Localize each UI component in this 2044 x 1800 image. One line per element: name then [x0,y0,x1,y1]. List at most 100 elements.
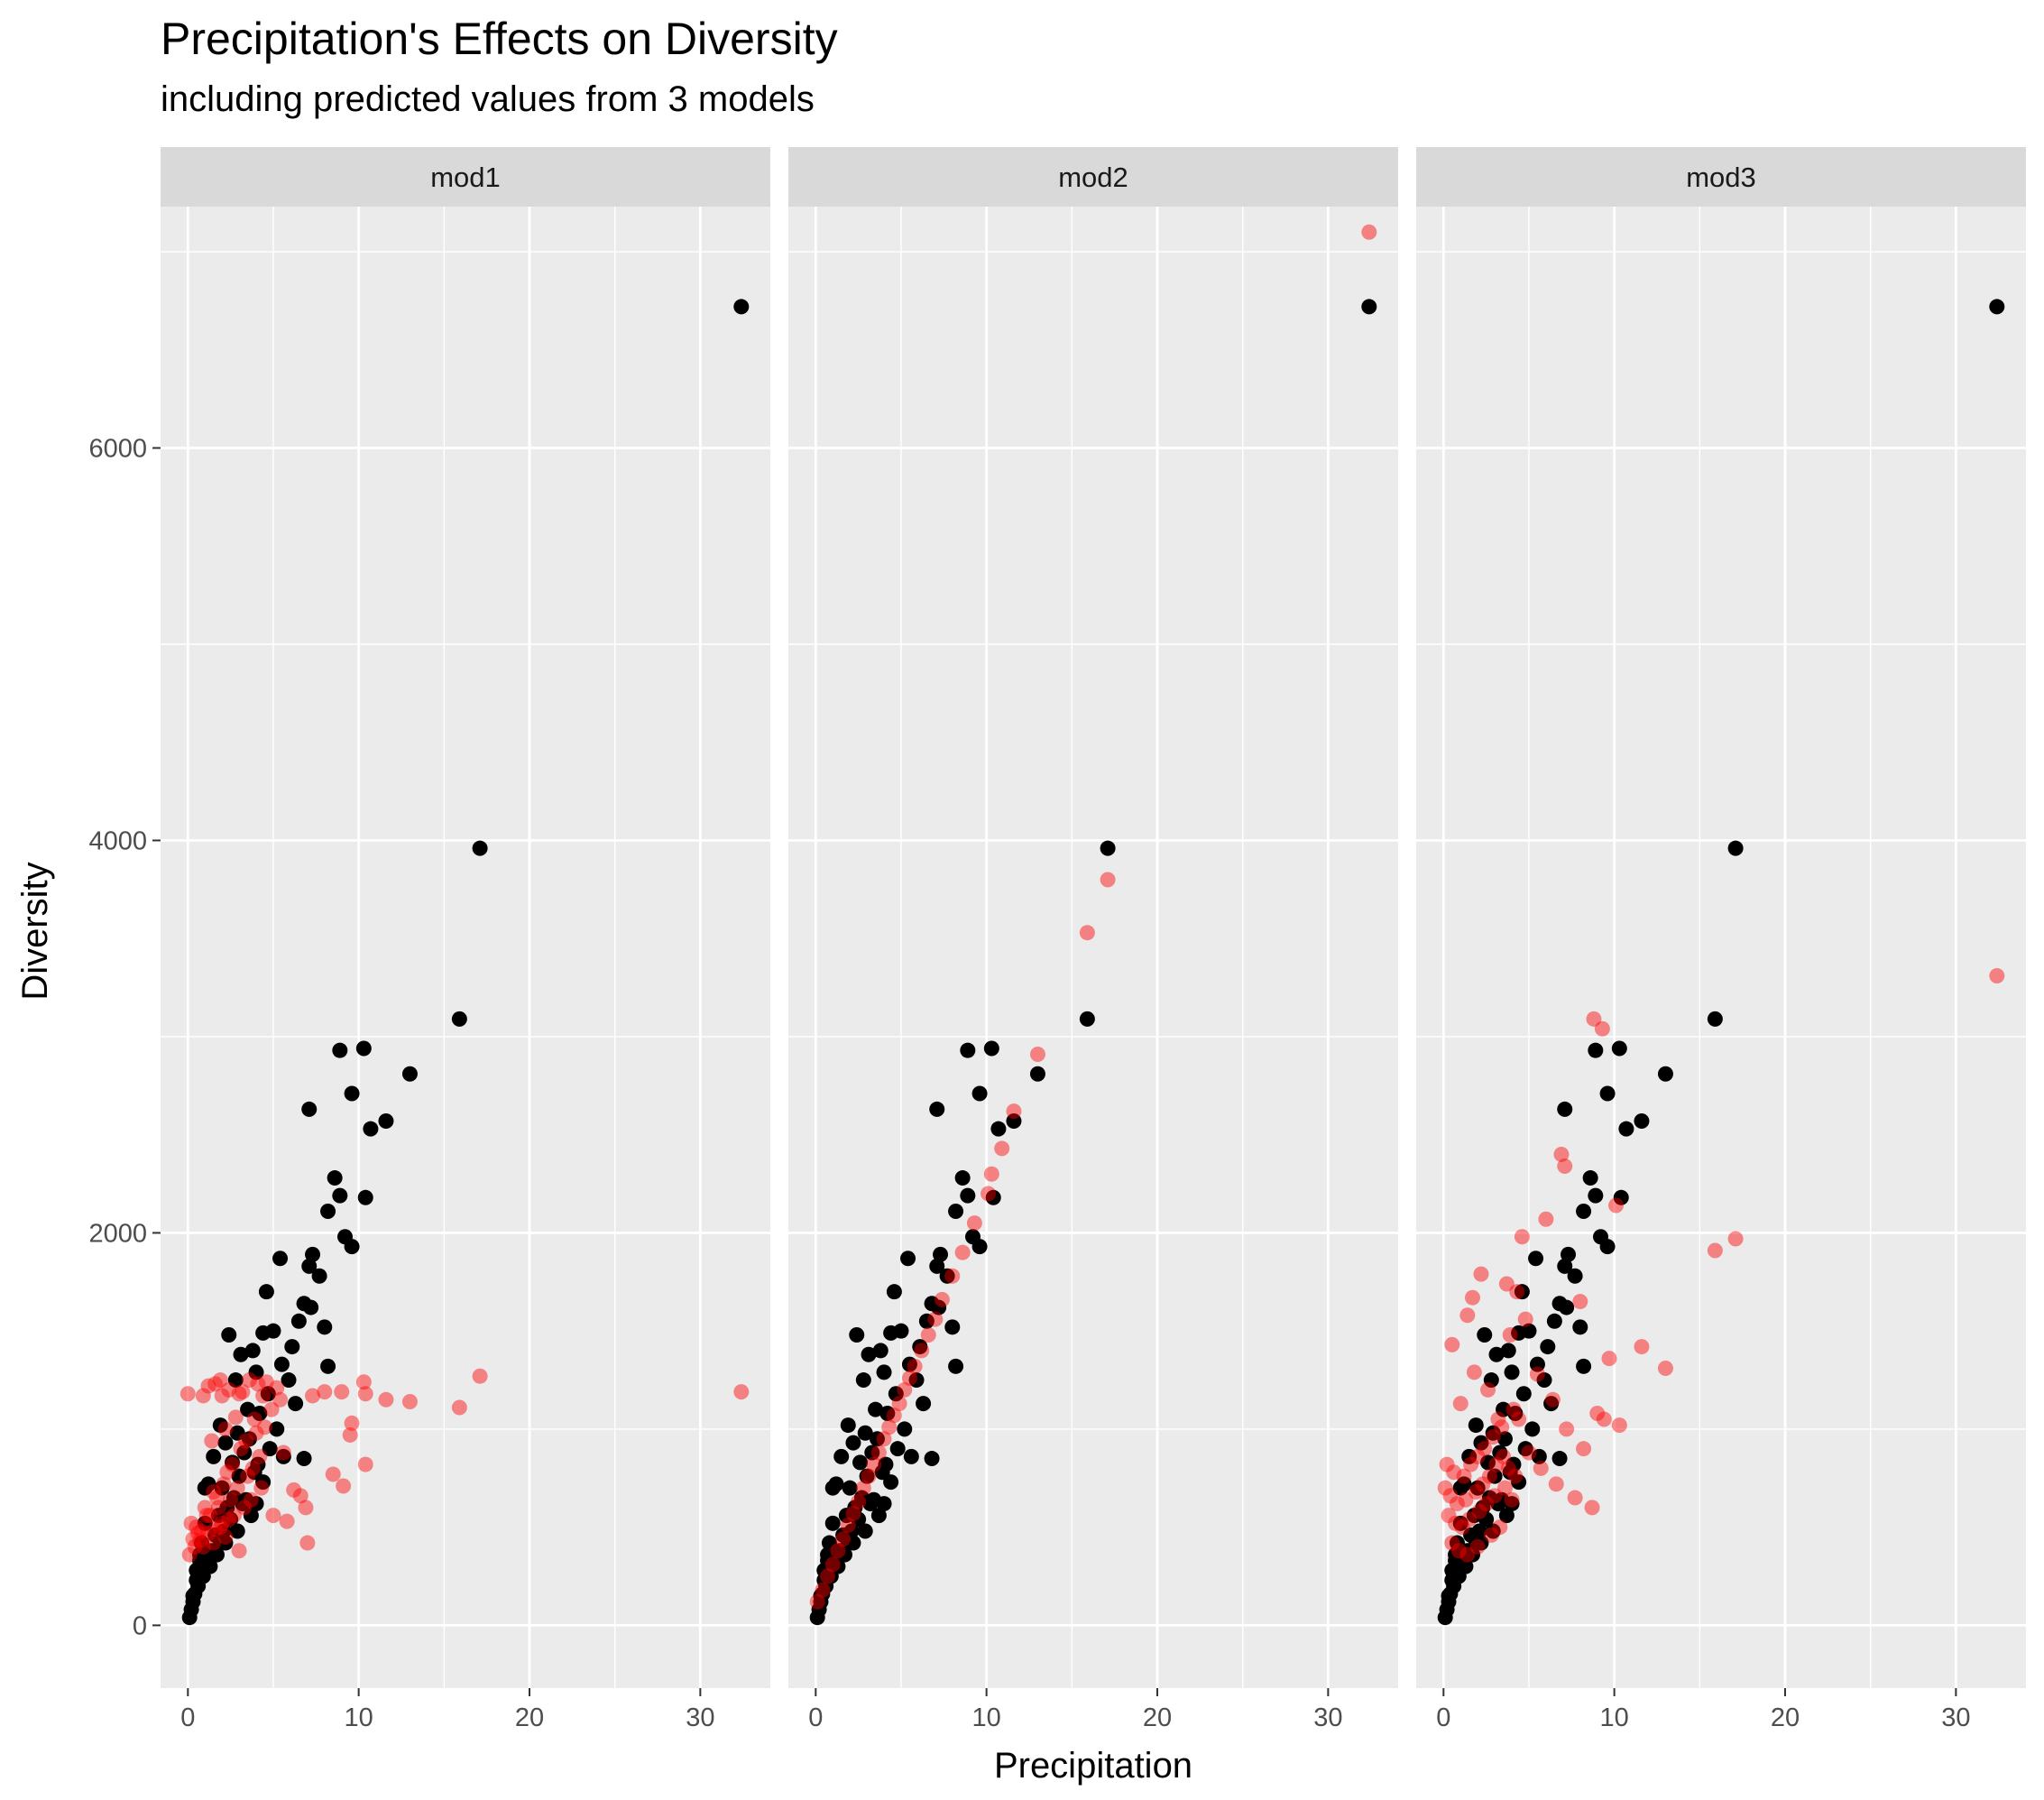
observed-point [1444,1572,1460,1588]
facet-strip [161,147,770,207]
observed-point [1524,1421,1541,1437]
observed-point [852,1454,869,1471]
observed-point [1485,1523,1501,1539]
observed-point [311,1268,327,1284]
predicted-point [258,1374,274,1390]
predicted-point [269,1380,285,1396]
predicted-point [257,1419,273,1435]
predicted-point [357,1456,373,1472]
observed-point [1466,1508,1482,1524]
x-tick-label: 10 [972,1703,1001,1732]
observed-point [900,1251,916,1267]
predicted-point [253,1480,270,1496]
observed-point [197,1515,213,1531]
x-tick-label: 10 [345,1703,373,1732]
observed-point [229,1523,245,1539]
predicted-point [1492,1519,1508,1536]
predicted-point [246,1411,262,1427]
observed-point [864,1445,880,1461]
observed-point [1557,1258,1573,1274]
predicted-point [238,1433,254,1449]
observed-point [223,1511,239,1528]
observed-point [273,1356,290,1372]
observed-point [1361,299,1377,315]
observed-point [1496,1401,1512,1417]
predicted-point [1517,1311,1533,1327]
predicted-point [208,1490,225,1506]
predicted-point [355,1374,372,1390]
observed-point [862,1496,879,1512]
observed-point [929,1258,945,1274]
predicted-point [954,1244,971,1260]
observed-point [876,1364,892,1380]
predicted-point [233,1441,249,1457]
x-axis-title: Precipitation [994,1746,1192,1786]
observed-point [1492,1445,1508,1461]
observed-point [883,1474,899,1491]
observed-point [1599,1085,1616,1102]
predicted-point [1496,1448,1512,1464]
predicted-point [1567,1490,1583,1506]
x-tick-label: 0 [180,1703,195,1732]
observed-point [472,840,488,856]
predicted-point [1634,1339,1650,1355]
facet-strip-label: mod2 [1058,162,1128,193]
predicted-point [1450,1543,1467,1559]
predicted-point [204,1433,220,1449]
predicted-point [241,1372,257,1389]
predicted-point [1478,1496,1495,1512]
observed-point [1464,1546,1480,1563]
observed-point [933,1246,949,1262]
observed-point [1613,1189,1629,1205]
predicted-point [1608,1197,1625,1214]
predicted-point [235,1384,251,1400]
observed-point [879,1406,896,1422]
observed-point [1100,840,1116,856]
observed-point [733,299,750,315]
observed-point [1582,1170,1598,1186]
observed-point [252,1406,268,1422]
predicted-point [1480,1381,1496,1398]
predicted-point [1439,1456,1455,1472]
predicted-point [190,1525,207,1541]
predicted-point [855,1480,871,1496]
observed-point [181,1610,198,1626]
predicted-point [317,1384,333,1400]
predicted-point [1481,1468,1497,1484]
observed-point [229,1425,245,1441]
observed-point [1517,1441,1533,1457]
predicted-point [223,1491,239,1508]
observed-point [944,1319,961,1335]
observed-point [355,1040,372,1057]
observed-point [301,1101,318,1117]
observed-point [838,1508,854,1524]
observed-point [990,1121,1007,1137]
observed-point [851,1511,867,1528]
observed-point [1487,1468,1503,1484]
observed-point [1496,1431,1513,1447]
panel-background [788,207,1398,1688]
observed-point [1483,1372,1499,1389]
predicted-point [336,1478,352,1494]
predicted-point [472,1368,488,1384]
observed-point [1567,1268,1583,1284]
observed-point [1029,1066,1045,1082]
panel-background [1416,207,2026,1688]
predicted-point [733,1384,750,1400]
predicted-point [263,1401,280,1417]
predicted-point [243,1491,259,1508]
predicted-point [907,1358,923,1374]
predicted-point [183,1515,199,1531]
observed-point [948,1204,964,1220]
observed-point [363,1121,379,1137]
predicted-point [1496,1480,1513,1496]
predicted-point [187,1538,203,1555]
observed-point [845,1435,861,1451]
observed-point [1498,1508,1515,1524]
observed-point [912,1339,928,1355]
observed-point [1529,1356,1545,1372]
predicted-point [185,1531,201,1547]
observed-point [948,1358,964,1374]
predicted-point [378,1391,394,1408]
